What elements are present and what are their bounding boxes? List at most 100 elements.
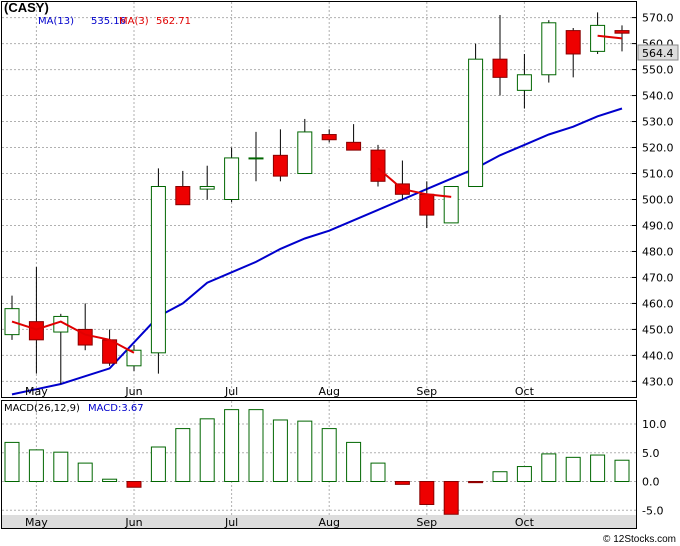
candle-down <box>346 141 362 151</box>
macd-label: MACD(26,12,9) <box>4 403 80 414</box>
price-tick-label: 570.0 <box>642 12 674 25</box>
macd-bar-positive <box>346 441 362 482</box>
last-price-box <box>637 44 679 61</box>
ma13-legend-label: MA(13) <box>38 16 74 27</box>
ma3-line <box>597 34 623 40</box>
macd-month-label: May <box>25 516 48 529</box>
price-tick-label: 480.0 <box>642 245 674 258</box>
macd-bar-positive <box>492 471 508 483</box>
macd-bar-positive <box>53 451 69 482</box>
price-tick-label: 470.0 <box>642 271 674 284</box>
candle-up <box>443 186 459 224</box>
ma13-legend-value: 535.16 <box>91 16 126 27</box>
price-month-label: Oct <box>515 385 535 398</box>
macd-month-label: Oct <box>515 516 535 529</box>
price-tick-label: 490.0 <box>642 219 674 232</box>
macd-bar-positive <box>370 462 386 483</box>
candle-down <box>419 193 435 216</box>
macd-bar-positive <box>77 462 93 483</box>
macd-bar-negative <box>443 481 459 515</box>
candle-up <box>199 186 215 190</box>
macd-bar-positive <box>590 454 606 482</box>
price-month-label: Sep <box>416 385 437 398</box>
macd-tick-label: 10.0 <box>642 418 667 431</box>
macd-bar-positive <box>541 453 557 482</box>
candle-down <box>272 154 288 177</box>
ma3-legend-value: 562.71 <box>156 16 191 27</box>
price-axis: 430.0 440.0 450.0 460.0 470.0 480.0 490.0 500.0… <box>632 12 674 388</box>
price-tick-label: 550.0 <box>642 64 674 77</box>
macd-bar-positive <box>102 478 118 483</box>
candle-down <box>370 149 386 182</box>
ma13-layer <box>11 107 623 396</box>
macd-value-label: MACD:3.67 <box>88 403 144 414</box>
price-tick-label: 440.0 <box>642 349 674 362</box>
price-tick-label: 500.0 <box>642 194 674 207</box>
candle-down <box>492 58 508 78</box>
macd-panel-frame <box>1 400 637 529</box>
candle-up <box>468 58 484 188</box>
ma3-line <box>377 167 452 198</box>
last-price-label: 564.4 <box>642 47 674 60</box>
macd-bar-negative <box>126 481 142 488</box>
price-tick-label: 540.0 <box>642 90 674 103</box>
macd-bar-positive <box>175 428 191 483</box>
price-month-label: Jul <box>224 385 238 398</box>
ma3-legend-label: MA(3) <box>119 16 149 27</box>
price-tick-label: 530.0 <box>642 116 674 129</box>
macd-axis: 10.0 5.0 0.0 -5.0 <box>642 418 667 517</box>
price-month-label: Jun <box>124 385 142 398</box>
candle-up <box>297 131 313 175</box>
macd-tick-label: 5.0 <box>642 447 660 460</box>
watermark: © 12Stocks.com <box>603 534 676 545</box>
price-tick-label: 510.0 <box>642 168 674 181</box>
price-month-label: May <box>25 385 48 398</box>
macd-bar-positive <box>272 419 288 483</box>
candle-up <box>150 186 166 354</box>
ma3-line <box>11 320 135 354</box>
macd-month-label: Sep <box>416 516 437 529</box>
macd-tick-label: -5.0 <box>642 504 663 517</box>
candle-down <box>565 30 581 55</box>
macd-bar-positive <box>321 428 337 483</box>
price-tick-label: 460.0 <box>642 297 674 310</box>
macd-bar-positive <box>297 420 313 482</box>
price-tick-label: 430.0 <box>642 375 674 388</box>
macd-bar-positive <box>199 418 215 483</box>
macd-bar-positive <box>28 449 44 482</box>
macd-month-label: Jul <box>224 516 238 529</box>
macd-bar-positive <box>4 441 20 482</box>
candle-up <box>126 349 142 367</box>
candle-up <box>248 157 264 160</box>
price-tick-label: 450.0 <box>642 323 674 336</box>
macd-bar-positive <box>565 456 581 483</box>
price-month-label: Aug <box>318 385 339 398</box>
macd-bar-positive <box>248 409 264 482</box>
ticker-label: (CASY) <box>4 0 49 15</box>
candle-up <box>541 22 557 76</box>
macd-month-label: Aug <box>318 516 339 529</box>
candle-up <box>224 157 240 200</box>
macd-bar-negative <box>468 481 484 484</box>
candle-up <box>516 74 532 91</box>
candle-down <box>321 134 337 141</box>
candle-down <box>614 30 630 34</box>
macd-bar-negative <box>394 481 410 485</box>
macd-bar-negative <box>419 481 435 505</box>
candle-up <box>590 24 606 52</box>
price-tick-label: 520.0 <box>642 142 674 155</box>
macd-tick-label: 0.0 <box>642 476 660 489</box>
macd-bar-positive <box>614 459 630 483</box>
macd-bar-positive <box>516 466 532 482</box>
ma3-layer <box>11 34 623 354</box>
candle-down <box>175 186 191 206</box>
month-labels: May May Jun Jun Jul Jul Aug Aug Sep Sep Oct Oct <box>25 385 535 529</box>
macd-month-label: Jun <box>124 516 142 529</box>
ma13-line <box>11 107 623 396</box>
candle-down <box>28 321 44 341</box>
macd-bar-positive <box>224 409 240 482</box>
macd-month-strip <box>2 515 636 528</box>
macd-bars <box>4 409 630 515</box>
macd-bar-positive <box>150 446 166 482</box>
